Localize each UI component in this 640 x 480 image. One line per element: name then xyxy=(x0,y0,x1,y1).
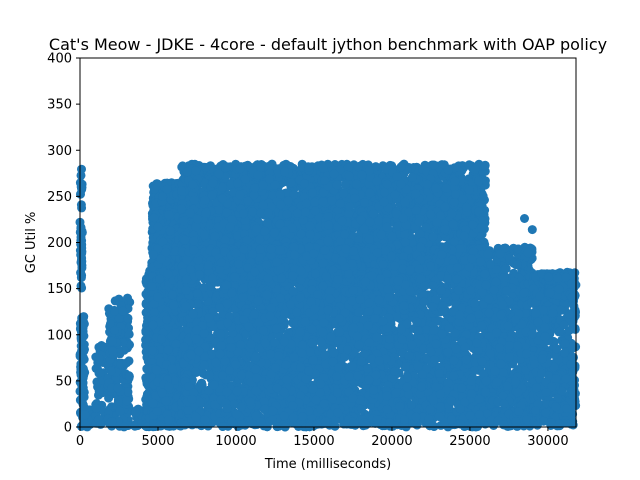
data-point xyxy=(156,254,166,264)
data-point xyxy=(327,196,337,206)
data-point xyxy=(94,386,104,396)
data-point xyxy=(161,396,171,406)
data-point xyxy=(108,346,118,356)
data-point xyxy=(76,258,86,267)
data-point xyxy=(122,396,132,406)
data-point xyxy=(80,410,90,420)
data-point xyxy=(148,398,158,408)
data-point xyxy=(94,354,104,364)
data-point xyxy=(155,421,165,431)
data-point xyxy=(163,269,173,279)
data-point xyxy=(106,319,115,329)
data-point xyxy=(104,393,114,403)
data-point xyxy=(169,300,179,310)
data-point xyxy=(164,210,174,220)
data-point xyxy=(153,292,163,302)
data-point xyxy=(124,371,134,381)
data-point xyxy=(152,407,162,416)
data-point xyxy=(157,334,167,344)
data-point xyxy=(106,366,116,376)
data-point xyxy=(125,340,134,350)
data-point xyxy=(107,336,117,346)
data-point xyxy=(113,416,123,426)
data-point xyxy=(96,419,106,429)
data-point xyxy=(122,358,132,368)
data-point xyxy=(165,226,175,236)
data-point xyxy=(79,392,89,402)
data-point xyxy=(81,419,91,429)
data-point xyxy=(199,230,209,240)
data-point xyxy=(118,306,128,316)
data-point xyxy=(155,274,165,284)
data-point xyxy=(148,320,158,330)
data-point xyxy=(149,213,159,223)
data-point xyxy=(214,205,223,215)
data-point xyxy=(77,283,87,293)
data-point xyxy=(77,380,87,390)
data-point xyxy=(153,222,163,232)
data-point xyxy=(115,406,125,416)
data-point xyxy=(387,231,397,241)
data-point xyxy=(77,249,87,259)
data-point xyxy=(147,282,157,291)
data-point xyxy=(152,365,162,375)
data-point xyxy=(286,178,296,188)
data-point xyxy=(157,388,167,398)
data-point xyxy=(110,307,120,316)
data-point xyxy=(107,417,117,426)
data-point xyxy=(123,387,133,397)
data-point xyxy=(113,396,123,406)
data-point xyxy=(91,403,101,413)
data-point xyxy=(167,290,177,300)
data-point xyxy=(76,236,86,246)
data-point xyxy=(79,370,89,380)
data-point xyxy=(79,345,89,355)
data-point xyxy=(76,182,86,192)
data-point xyxy=(95,368,105,378)
data-point xyxy=(79,331,89,341)
data-point xyxy=(131,407,141,417)
data-point xyxy=(148,346,157,356)
data-point xyxy=(76,170,86,180)
data-point xyxy=(150,184,159,194)
data-point xyxy=(167,364,177,374)
data-point xyxy=(447,209,457,219)
data-point xyxy=(163,345,173,355)
data-point xyxy=(162,314,172,324)
data-point xyxy=(109,325,119,335)
data-point xyxy=(164,382,174,392)
data-point xyxy=(158,191,168,201)
data-points xyxy=(75,159,581,432)
data-point xyxy=(76,268,86,278)
data-point xyxy=(262,218,272,228)
chart-title: Cat's Meow - JDKE - 4core - default jyth… xyxy=(49,35,607,54)
data-point xyxy=(76,200,86,210)
data-point xyxy=(76,222,86,232)
data-point xyxy=(113,383,123,393)
data-point xyxy=(163,415,173,425)
